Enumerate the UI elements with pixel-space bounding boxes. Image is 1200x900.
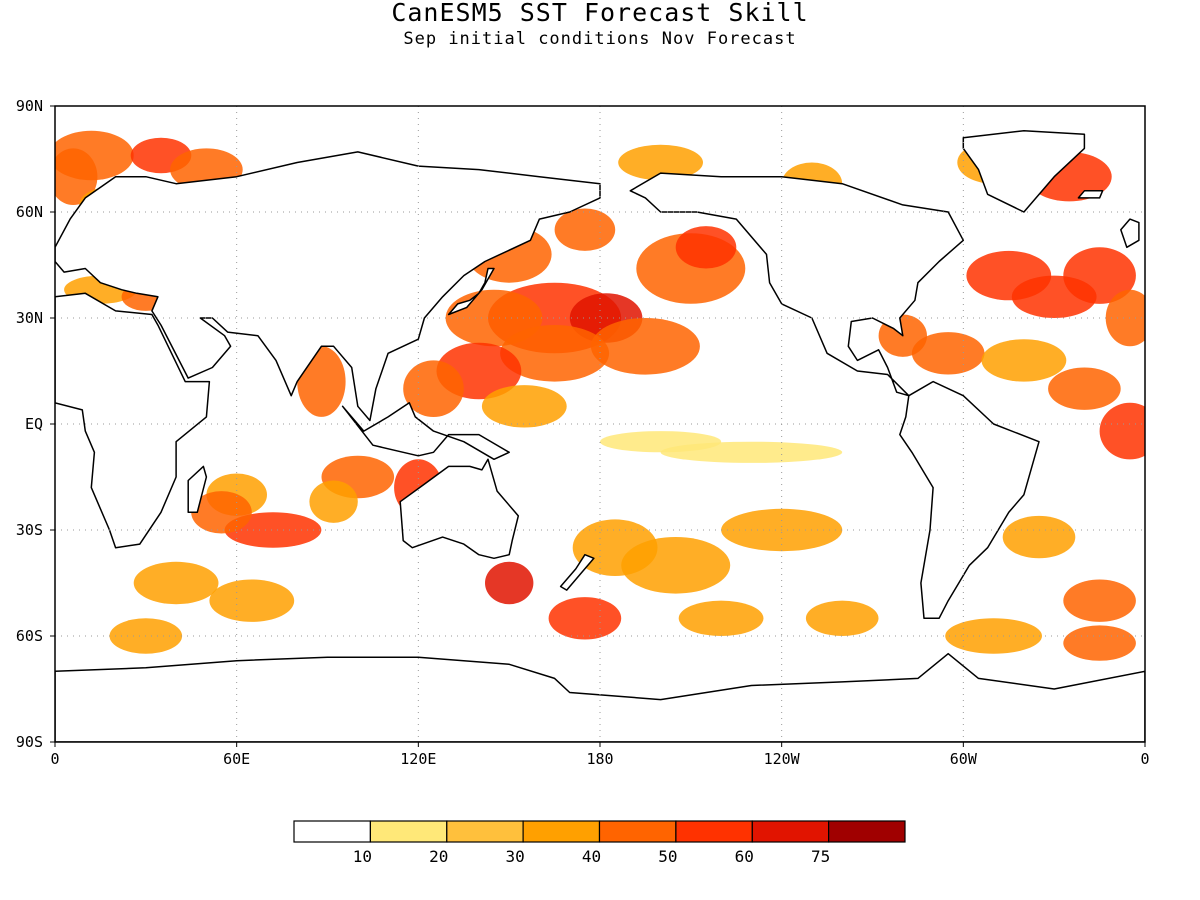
map-subtitle: Sep initial conditions Nov Forecast <box>403 29 797 49</box>
lat-tick-label: 90N <box>16 97 43 115</box>
colorbar-box <box>522 820 601 843</box>
lon-tick-label: 180 <box>586 750 613 768</box>
lon-tick-label: 120W <box>764 750 801 768</box>
skill-region <box>805 600 879 636</box>
lat-tick-label: 90S <box>16 733 43 751</box>
lat-tick-label: 60N <box>16 203 43 221</box>
skill-region <box>1099 402 1145 460</box>
colorbar-box <box>598 820 677 843</box>
colorbar-label: 50 <box>658 847 677 866</box>
skill-region <box>500 325 610 382</box>
skill-region <box>554 208 616 251</box>
colorbar-box <box>293 820 372 843</box>
map-title: CanESM5 SST Forecast Skill <box>391 0 809 27</box>
skill-region <box>1048 367 1121 410</box>
land-mask <box>55 129 1145 742</box>
lon-tick-label: 60E <box>223 750 250 768</box>
skill-region <box>209 579 295 622</box>
land-greenland <box>962 129 1086 213</box>
colorbar-box <box>827 820 906 843</box>
skill-region <box>678 600 764 636</box>
colorbar-label: 75 <box>811 847 830 866</box>
colorbar-label: 20 <box>429 847 448 866</box>
skill-region <box>403 360 464 418</box>
lon-tick-label: 0 <box>1140 750 1149 768</box>
colorbar-box <box>369 820 448 843</box>
skill-region <box>133 561 219 605</box>
skill-region <box>572 519 658 576</box>
skill-region <box>191 491 252 534</box>
skill-region <box>1002 515 1076 559</box>
skill-region <box>309 480 358 523</box>
skill-region <box>485 561 534 605</box>
skill-region <box>548 597 622 640</box>
grid-lines <box>55 106 1145 742</box>
skill-region <box>945 618 1042 654</box>
skill-region <box>590 318 700 375</box>
land-eurasia <box>55 151 601 422</box>
lat-tick-label: EQ <box>25 415 43 433</box>
lon-tick-label: 60W <box>950 750 978 768</box>
lat-tick-label: 30S <box>16 521 43 539</box>
skill-region <box>675 226 737 269</box>
skill-region <box>981 339 1067 382</box>
land-africa <box>55 292 211 549</box>
colorbar-label: 10 <box>353 847 372 866</box>
land-madagascar <box>187 465 208 514</box>
lon-tick-label: 0 <box>50 750 59 768</box>
colorbar-label: 40 <box>582 847 601 866</box>
skill-region <box>55 148 98 205</box>
colorbar: 10 20 30 40 50 60 75 <box>293 820 906 866</box>
colorbar-box <box>751 820 830 843</box>
land-iceland <box>1077 190 1104 199</box>
skill-region <box>1063 247 1136 304</box>
lat-tick-label: 60S <box>16 627 43 645</box>
skill-region <box>911 332 985 375</box>
skill-region <box>618 144 703 181</box>
land-australia <box>399 458 520 560</box>
land-new-zealand <box>559 553 595 591</box>
land-uk <box>1120 218 1140 249</box>
skill-region <box>1063 625 1136 661</box>
skill-region <box>1105 289 1145 347</box>
skill-region <box>1063 579 1136 622</box>
colorbar-box <box>675 820 753 843</box>
skill-region <box>600 431 722 453</box>
axis-ticks: 90N 60N 30N EQ 30S 60S 90S 0 60E 120E 180 120W 60W 0 <box>16 97 1150 768</box>
land-south-america <box>899 380 1040 620</box>
land-antarctica <box>55 652 1145 742</box>
land-north-america <box>629 172 965 397</box>
colorbar-box <box>446 820 524 843</box>
land-indonesia <box>341 402 510 461</box>
colorbar-label: 60 <box>735 847 754 866</box>
land-japan <box>447 267 495 316</box>
skill-region <box>481 385 567 428</box>
lat-tick-label: 30N <box>16 309 43 327</box>
colorbar-label: 30 <box>505 847 524 866</box>
lon-tick-label: 120E <box>400 750 436 768</box>
